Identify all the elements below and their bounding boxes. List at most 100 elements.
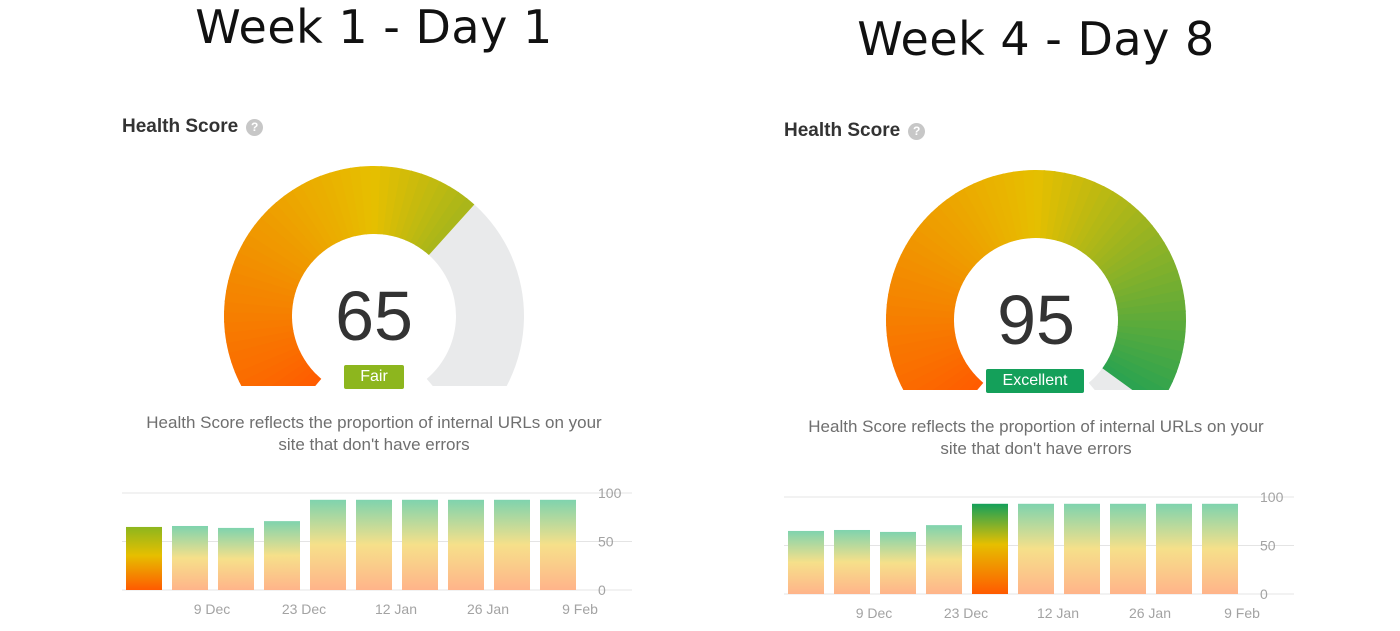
- history-bar: [402, 499, 438, 590]
- gauge-fill-segment: [890, 273, 959, 301]
- gauge-fill-segment: [886, 303, 955, 318]
- gauge-fill-segment: [954, 187, 998, 252]
- health-score-title-text: Health Score: [122, 116, 239, 137]
- gauge-fill-segment: [938, 198, 988, 258]
- gauge-fill-segment: [410, 181, 451, 246]
- gauge-fill-segment: [1033, 170, 1046, 239]
- gauge-fill-segment: [309, 175, 346, 242]
- gauge-fill-segment: [896, 254, 963, 290]
- gauge-fill-segment: [946, 193, 993, 255]
- gauge-fill-segment: [963, 183, 1003, 249]
- gauge-fill-segment: [1072, 186, 1114, 250]
- gauge-fill-segment: [228, 269, 296, 298]
- history-bar: [1018, 503, 1054, 594]
- history-bar: [834, 529, 870, 594]
- description-line-2: site that don't have errors: [278, 435, 470, 454]
- gauge-fill-segment: [886, 322, 955, 337]
- gauge-fill-segment: [234, 346, 301, 383]
- history-bar: [356, 499, 392, 590]
- gauge-fill-segment: [1040, 170, 1056, 239]
- gauge-fill-segment: [1062, 178, 1096, 245]
- x-tick-label: 9 Dec: [194, 601, 231, 617]
- history-bar: [972, 503, 1008, 594]
- gauge-fill-segment: [1077, 191, 1123, 254]
- gauge-fill-segment: [923, 212, 979, 266]
- history-bar: [1156, 503, 1192, 594]
- x-tick-label: 26 Jan: [467, 601, 509, 617]
- history-bar: [1064, 503, 1100, 594]
- gauge-fill-segment: [291, 184, 335, 248]
- history-bar: [788, 530, 824, 594]
- gauge-fill-segment: [238, 241, 303, 282]
- y-tick-label: 50: [1260, 538, 1276, 554]
- y-tick-label: 100: [598, 485, 622, 501]
- gauge-fill-segment: [230, 260, 298, 292]
- gauge-fill-segment: [228, 335, 297, 364]
- gauge-fill-segment: [224, 300, 293, 314]
- health-score-value: 95: [997, 281, 1075, 359]
- health-score-title: Health Score ?: [784, 120, 926, 142]
- gauge-fill-segment: [231, 340, 299, 373]
- gauge-fill-segment: [300, 179, 340, 245]
- gauge-fill-segment: [224, 290, 294, 309]
- gauge-fill: [224, 166, 475, 386]
- gauge-track: [1088, 368, 1133, 390]
- gauge-fill-segment: [224, 318, 293, 333]
- y-tick-label: 100: [1260, 489, 1284, 505]
- gauge-fill-segment: [1105, 358, 1168, 390]
- history-bar: [448, 499, 484, 590]
- gauge-fill-segment: [415, 186, 460, 249]
- gauge-fill-segment: [260, 208, 317, 263]
- gauge-fill-segment: [1045, 171, 1066, 240]
- gauge-fill-segment: [1117, 310, 1186, 323]
- gauge-fill-segment: [238, 351, 304, 386]
- gauge-fill-segment: [339, 167, 362, 237]
- gauge-fill-segment: [1051, 172, 1076, 241]
- description-line-1: Health Score reflects the proportion of …: [146, 413, 602, 432]
- gauge-fill-segment: [1099, 224, 1160, 274]
- panel-week1: Week 1 - Day 1 Health Score ? 65 Fair He…: [54, 0, 694, 631]
- gauge-fill-segment: [1111, 260, 1178, 294]
- gauge-fill-segment: [1095, 216, 1153, 269]
- y-tick-label: 50: [598, 534, 614, 550]
- panel-heading: Week 1 - Day 1: [195, 0, 553, 54]
- gauge-fill-segment: [399, 173, 433, 241]
- gauge-fill-segment: [242, 232, 306, 277]
- gauge-fill-segment: [1114, 279, 1184, 305]
- gauge-fill-segment: [275, 195, 326, 255]
- history-bar: [172, 525, 208, 590]
- gauge-fill-segment: [319, 172, 351, 240]
- gauge-fill-segment: [1110, 348, 1177, 383]
- history-bar: [310, 499, 346, 590]
- question-icon[interactable]: ?: [908, 122, 926, 140]
- x-tick-label: 9 Feb: [562, 601, 598, 617]
- question-icon[interactable]: ?: [246, 118, 264, 136]
- gauge-fill-segment: [226, 330, 295, 354]
- gauge-fill-segment: [1108, 250, 1175, 289]
- health-score-title: Health Score ?: [122, 116, 264, 138]
- health-score-history-chart: 100 50 0 9 Dec 23 Dec 12 Jan 26 Jan 9 Feb: [784, 489, 1294, 621]
- gauge-fill-segment: [1087, 202, 1139, 261]
- gauge-fill-segment: [890, 339, 959, 367]
- x-tick-label: 23 Dec: [944, 605, 988, 621]
- gauge-track: [426, 204, 524, 386]
- gauge-fill-segment: [1115, 331, 1185, 354]
- gauge-fill-segment: [1091, 209, 1147, 265]
- gauge-fill-segment: [992, 173, 1019, 242]
- history-bar: [264, 521, 300, 590]
- x-tick-label: 12 Jan: [375, 601, 417, 617]
- gauge-fill-segment: [224, 310, 293, 323]
- health-score-value: 65: [335, 277, 413, 355]
- description-line-2: site that don't have errors: [940, 439, 1132, 458]
- panel-week4: Week 4 - Day 8 Health Score ? 95 Excelle…: [716, 0, 1356, 631]
- gauge-fill-segment: [267, 201, 321, 259]
- gauge-fill-segment: [1117, 320, 1186, 333]
- x-tick-label: 23 Dec: [282, 601, 326, 617]
- y-tick-label: 0: [598, 582, 606, 598]
- status-badge: Excellent: [986, 369, 1084, 393]
- gauge-fill-segment: [892, 263, 961, 296]
- gauge-fill-segment: [982, 176, 1013, 244]
- y-tick-label: 0: [1260, 586, 1268, 602]
- gauge-fill-segment: [283, 189, 330, 251]
- gauge-fill-segment: [224, 324, 294, 344]
